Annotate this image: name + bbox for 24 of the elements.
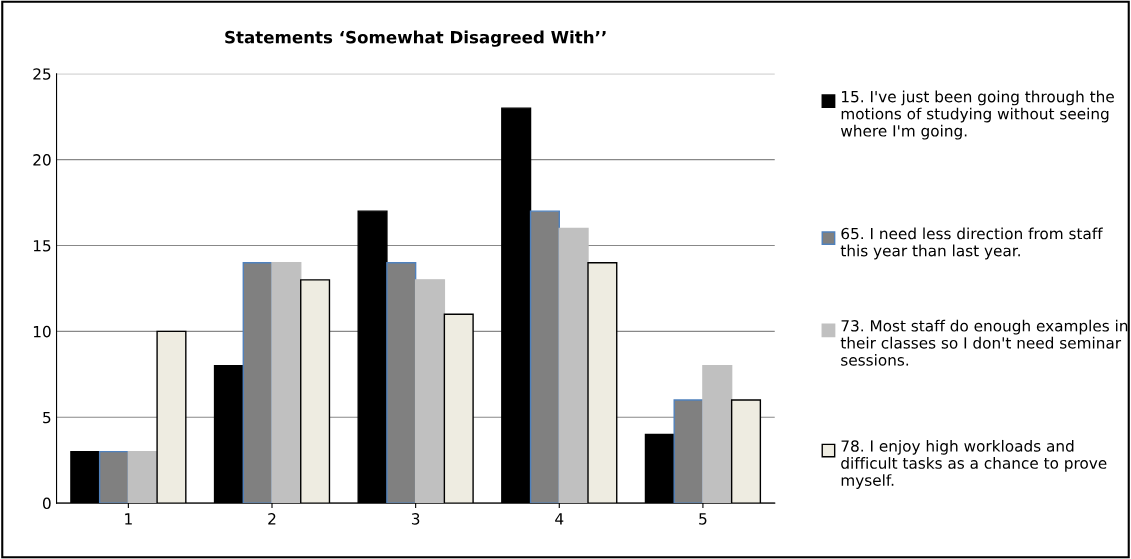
bar xyxy=(98,450,130,504)
bar xyxy=(558,227,589,504)
y-tick-label: 10 xyxy=(33,325,51,338)
legend-label: 73. Most staff do enough examples in their classes so I don't need seminar sessions. xyxy=(840,319,1128,366)
y-tick-label: 25 xyxy=(33,68,51,80)
y-tick-label: 20 xyxy=(33,154,51,166)
x-tick-label: 3 xyxy=(411,513,420,525)
x-tick-label: 1 xyxy=(125,513,132,525)
legend-label: 78. I enjoy high workloads and difficult tasks as a chance to prove myself. xyxy=(841,439,1107,489)
x-tick-label: 2 xyxy=(268,513,276,525)
bar xyxy=(127,450,158,504)
y-tick-label: 15 xyxy=(33,240,51,252)
bar xyxy=(386,261,417,504)
legend-label: 15. I've just been going through the motions of studying without seeing where I'm going. xyxy=(840,90,1114,140)
y-tick-label: 5 xyxy=(43,411,51,424)
y-tick-label: 0 xyxy=(42,497,51,510)
bar xyxy=(414,279,446,504)
x-tick-label: 5 xyxy=(699,513,707,525)
legend-label: 65. I need less direction from staff this year than last year. xyxy=(840,227,1103,260)
bar xyxy=(271,261,302,504)
bar xyxy=(702,365,733,504)
bar xyxy=(529,210,560,504)
x-tick-label: 4 xyxy=(555,513,564,525)
chart-title: Statements ‘Somewhat Disagreed With’’ xyxy=(225,30,606,47)
